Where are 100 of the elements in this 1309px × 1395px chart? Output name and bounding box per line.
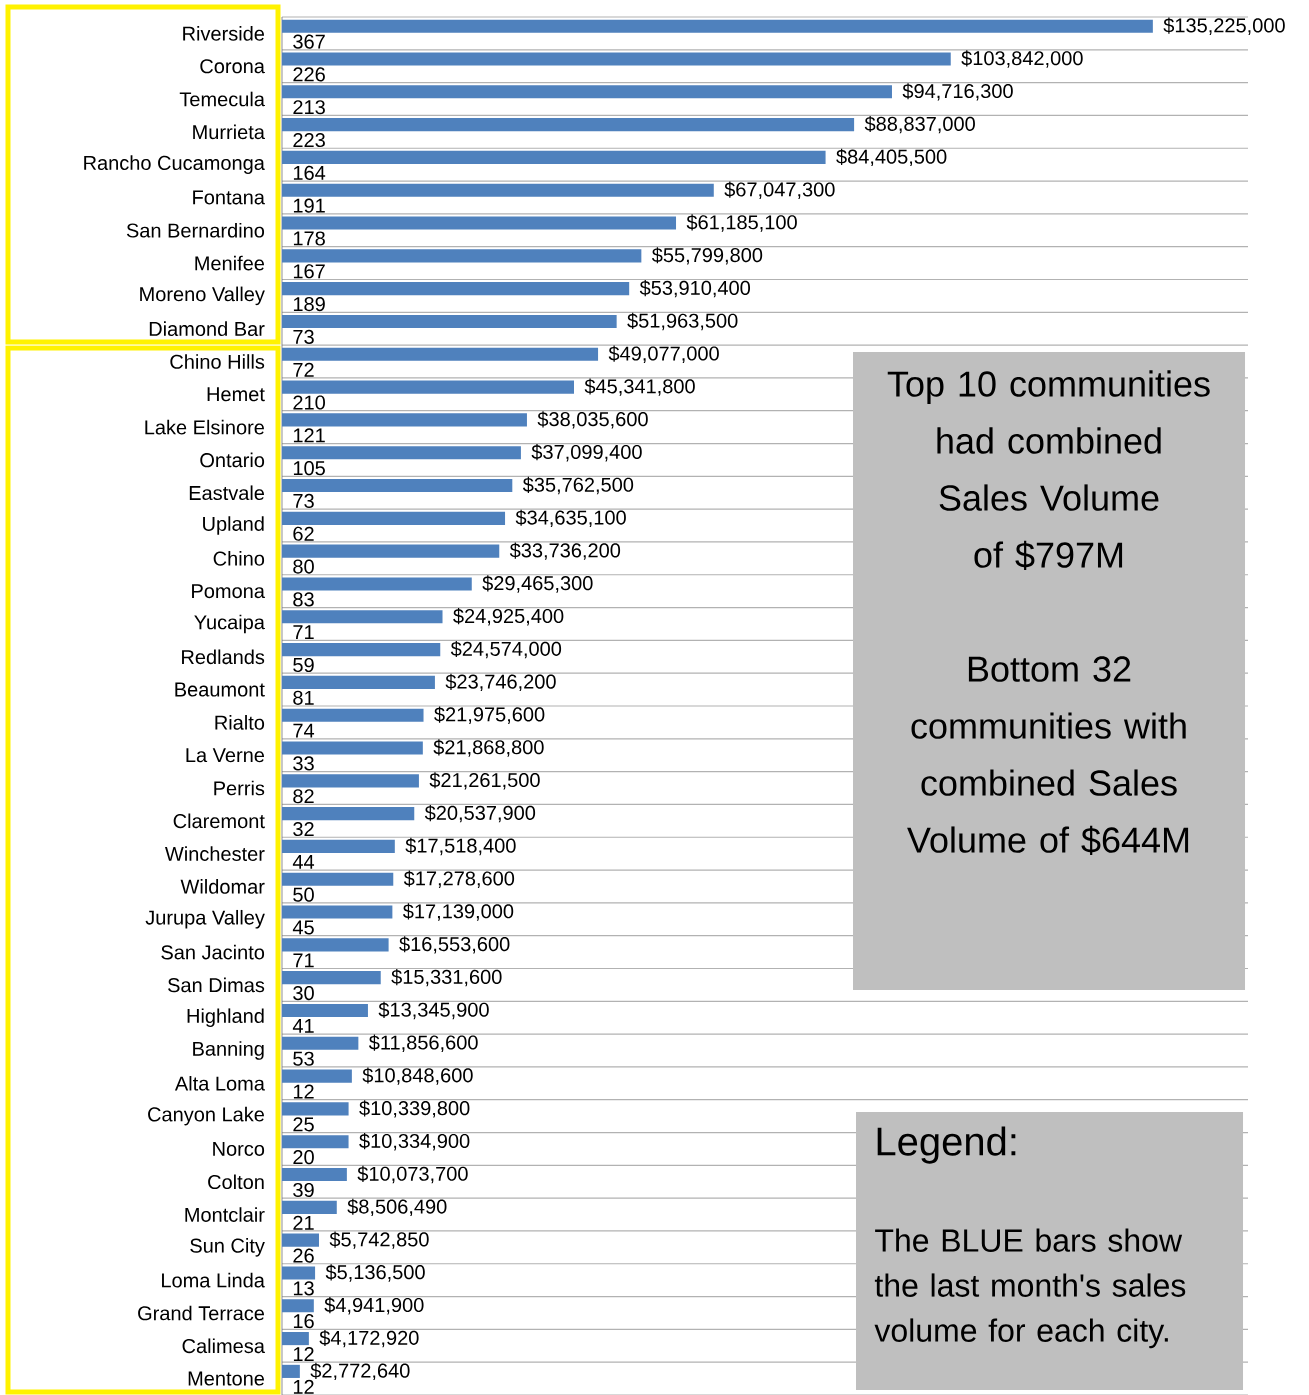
y-tick-label: Murrieta — [193, 124, 265, 140]
y-tick-label: Chino Hills — [170, 354, 265, 369]
bar — [282, 216, 677, 230]
data-label: 226 — [293, 67, 325, 82]
bar — [282, 971, 381, 985]
bar — [282, 807, 415, 821]
data-label: 59 — [293, 657, 314, 673]
y-tick-label: Rancho Cucamonga — [84, 155, 265, 174]
data-label: 62 — [293, 526, 314, 541]
data-label: $16,553,600 — [399, 936, 510, 954]
bar — [282, 1364, 300, 1378]
y-tick-label: Yucaipa — [194, 614, 265, 634]
y-tick-label: Rialto — [215, 715, 265, 730]
bar — [282, 511, 506, 525]
data-label: $51,963,500 — [627, 312, 738, 331]
y-tick-label: Mentone — [188, 1371, 265, 1386]
y-tick-label: Ontario — [200, 452, 265, 468]
data-label: $10,334,900 — [359, 1133, 470, 1151]
bar — [282, 446, 521, 460]
bar — [282, 675, 435, 689]
data-label: $67,047,300 — [724, 181, 835, 199]
bar — [282, 19, 1153, 33]
y-tick-label: Eastvale — [189, 485, 265, 501]
y-tick-label: Diamond Bar — [149, 321, 265, 337]
annotation: Legend: — [877, 1126, 1016, 1164]
y-tick-label: Loma Linda — [162, 1272, 265, 1288]
data-label: $23,746,200 — [445, 673, 556, 692]
data-label: 25 — [293, 1117, 314, 1132]
bar — [282, 314, 617, 329]
y-tick-label: Grand Terrace — [138, 1305, 265, 1321]
y-tick-label: Canyon Lake — [148, 1106, 264, 1126]
data-label: 80 — [293, 559, 314, 574]
data-label: 12 — [293, 1379, 314, 1394]
y-tick-label: Chino — [213, 551, 265, 566]
bar — [282, 1069, 352, 1083]
bar — [282, 577, 472, 591]
data-label: $4,941,900 — [324, 1297, 424, 1315]
data-label: $17,278,600 — [403, 870, 515, 888]
data-label: 53 — [293, 1051, 314, 1066]
y-tick-label: San Bernardino — [126, 222, 265, 238]
y-tick-label: Norco — [213, 1141, 265, 1156]
data-label: 213 — [293, 100, 325, 115]
y-tick-label: Montclair — [185, 1207, 265, 1222]
y-tick-label: Wildomar — [180, 879, 265, 894]
bar — [282, 774, 419, 788]
data-label: $13,345,900 — [378, 1001, 489, 1020]
data-label: 189 — [293, 297, 325, 312]
y-tick-label: Corona — [200, 59, 265, 74]
bar — [282, 1200, 337, 1214]
y-tick-label: San Jacinto — [161, 944, 265, 960]
bar — [282, 1102, 349, 1116]
data-label: 178 — [293, 231, 325, 246]
data-label: $84,405,500 — [836, 148, 947, 167]
bar — [282, 708, 424, 722]
y-tick-label: Winchester — [165, 846, 265, 861]
data-label: $5,742,850 — [329, 1231, 429, 1249]
data-label: $45,341,800 — [584, 378, 695, 396]
data-label: $11,856,600 — [368, 1034, 478, 1052]
y-tick-label: Menifee — [195, 255, 265, 271]
data-label: $49,077,000 — [608, 345, 719, 363]
data-label: 72 — [293, 362, 314, 377]
bar — [282, 1299, 314, 1313]
y-tick-label: Pomona — [192, 584, 265, 599]
bar — [282, 1135, 349, 1149]
data-label: 210 — [293, 395, 325, 410]
data-label: 12 — [293, 1084, 314, 1099]
y-tick-label: Upland — [203, 516, 264, 535]
data-label: $17,518,400 — [405, 837, 516, 856]
y-tick-label: Highland — [187, 1008, 264, 1028]
y-tick-label: Beaumont — [175, 682, 265, 697]
y-tick-label: Alta Loma — [174, 1075, 265, 1091]
data-label: 12 — [293, 1347, 314, 1361]
data-label: 367 — [293, 34, 325, 49]
y-tick-label: Redlands — [182, 649, 265, 665]
bar — [282, 1332, 309, 1346]
bar — [282, 1003, 368, 1018]
bar — [282, 905, 393, 919]
data-label: 83 — [293, 592, 314, 607]
data-label: 26 — [293, 1248, 314, 1263]
data-label: $5,136,500 — [325, 1264, 425, 1282]
bar — [282, 282, 630, 296]
data-label: $15,331,600 — [391, 968, 502, 987]
bar — [282, 741, 423, 755]
data-label: $35,762,500 — [522, 476, 634, 495]
annotation: Bottom 32 communities with combined Sales Volume of $644M — [907, 656, 1189, 856]
data-label: 121 — [293, 428, 325, 443]
data-label: 71 — [293, 625, 314, 640]
bar — [282, 1036, 359, 1050]
data-label: $4,172,920 — [319, 1329, 419, 1348]
bar — [282, 478, 513, 493]
data-label: $24,925,400 — [453, 608, 564, 626]
y-tick-label: Banning — [193, 1041, 264, 1060]
data-label: 223 — [293, 132, 325, 148]
y-tick-label: Riverside — [183, 26, 265, 41]
data-label: 21 — [293, 1215, 314, 1230]
bar — [282, 1233, 319, 1247]
data-label: $34,635,100 — [515, 509, 626, 528]
data-label: $38,035,600 — [537, 411, 648, 429]
annotation: The BLUE bars show the last month's sales volume for each city. — [874, 1228, 1186, 1349]
bar — [282, 544, 500, 558]
